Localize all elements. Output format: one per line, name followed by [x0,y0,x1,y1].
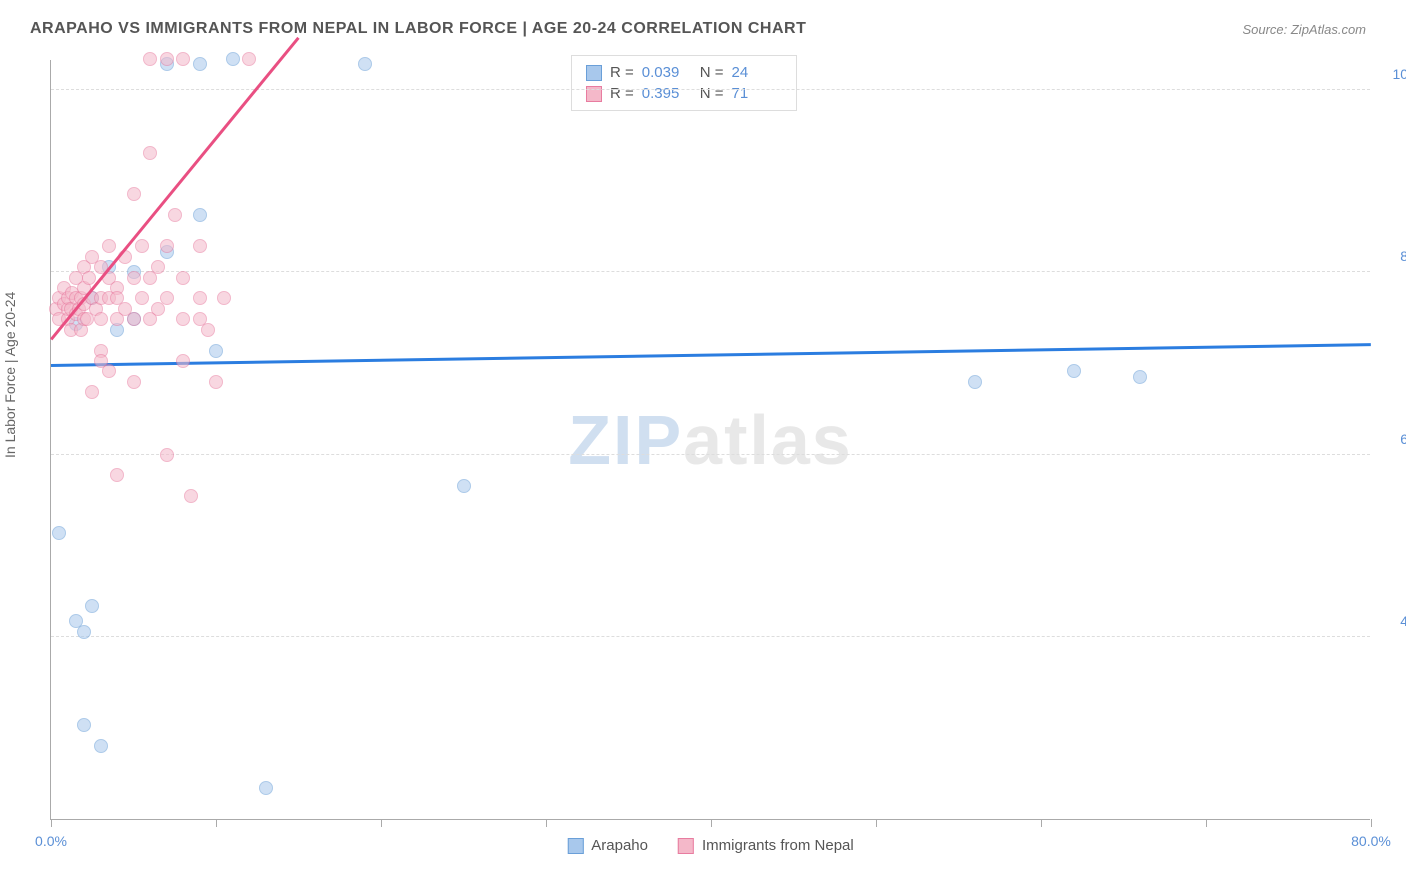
data-point [176,271,190,285]
stats-row: R = 0.395 N = 71 [586,83,782,104]
y-tick-label: 82.5% [1400,248,1406,264]
chart-legend: Arapaho Immigrants from Nepal [567,837,853,854]
x-tick-label: 0.0% [35,833,67,849]
data-point [143,52,157,66]
data-point [201,323,215,337]
r-value: 0.039 [642,64,692,81]
data-point [160,448,174,462]
data-point [1133,370,1147,384]
y-tick-label: 100.0% [1393,66,1406,82]
x-tick [711,819,712,827]
x-tick [1371,819,1372,827]
x-tick [876,819,877,827]
data-point [82,271,96,285]
n-value: 24 [732,64,782,81]
legend-label: Immigrants from Nepal [702,837,854,854]
data-point [127,312,141,326]
data-point [193,239,207,253]
data-point [193,291,207,305]
correlation-stats-box: R = 0.039 N = 24 R = 0.395 N = 71 [571,55,797,111]
series-swatch [586,65,602,81]
r-label: R = [610,85,634,102]
data-point [209,375,223,389]
data-point [176,52,190,66]
data-point [193,57,207,71]
grid-line [51,89,1370,90]
y-tick-label: 65.0% [1400,431,1406,447]
data-point [160,239,174,253]
data-point [457,479,471,493]
data-point [193,208,207,222]
x-tick [546,819,547,827]
x-tick-label: 80.0% [1351,833,1391,849]
x-tick [51,819,52,827]
chart-title: ARAPAHO VS IMMIGRANTS FROM NEPAL IN LABO… [30,20,806,38]
watermark: ZIPatlas [568,400,852,480]
data-point [226,52,240,66]
data-point [102,239,116,253]
data-point [209,344,223,358]
data-point [242,52,256,66]
series-swatch [586,86,602,102]
data-point [176,354,190,368]
data-point [85,599,99,613]
legend-swatch [567,838,583,854]
data-point [135,239,149,253]
stats-row: R = 0.039 N = 24 [586,62,782,83]
data-point [184,489,198,503]
y-axis-label: In Labor Force | Age 20-24 [2,292,18,458]
data-point [160,291,174,305]
data-point [160,52,174,66]
data-point [358,57,372,71]
data-point [143,146,157,160]
data-point [77,718,91,732]
data-point [151,260,165,274]
x-tick [1041,819,1042,827]
grid-line [51,271,1370,272]
n-value: 71 [732,85,782,102]
chart-header: ARAPAHO VS IMMIGRANTS FROM NEPAL IN LABO… [0,0,1406,48]
data-point [77,625,91,639]
data-point [217,291,231,305]
data-point [259,781,273,795]
x-tick [381,819,382,827]
data-point [168,208,182,222]
n-label: N = [700,85,724,102]
data-point [127,187,141,201]
data-point [135,291,149,305]
y-tick-label: 47.5% [1400,613,1406,629]
trend-line [51,343,1371,366]
data-point [1067,364,1081,378]
data-point [176,312,190,326]
scatter-chart: ZIPatlas R =0.039N =24R =0.395N =71 Arap… [50,60,1370,820]
data-point [110,468,124,482]
x-tick [216,819,217,827]
n-label: N = [700,64,724,81]
grid-line [51,454,1370,455]
r-value: 0.395 [642,85,692,102]
data-point [85,385,99,399]
data-point [127,375,141,389]
data-point [94,312,108,326]
x-tick [1206,819,1207,827]
data-point [127,271,141,285]
legend-label: Arapaho [591,837,648,854]
grid-line [51,636,1370,637]
data-point [968,375,982,389]
legend-item: Arapaho [567,837,648,854]
legend-item: Immigrants from Nepal [678,837,854,854]
source-attribution: Source: ZipAtlas.com [1242,22,1366,37]
data-point [94,739,108,753]
legend-swatch [678,838,694,854]
r-label: R = [610,64,634,81]
data-point [52,526,66,540]
trend-line [50,36,299,339]
data-point [102,364,116,378]
